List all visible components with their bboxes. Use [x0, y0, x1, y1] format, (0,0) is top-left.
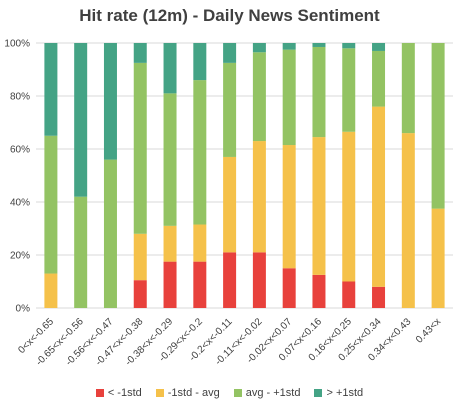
- bar-segment: [44, 273, 58, 308]
- legend-label: < -1std: [107, 387, 142, 399]
- bar-segment: [193, 43, 207, 81]
- legend: < -1std -1std - avg avg - +1std > +1std: [0, 384, 459, 402]
- legend-label: avg - +1std: [245, 387, 301, 399]
- bar-segment: [74, 196, 88, 308]
- bar-segment: [342, 43, 356, 49]
- y-tick-label: 40%: [10, 198, 30, 209]
- bar-segment: [282, 43, 296, 50]
- bars: [44, 43, 445, 308]
- y-tick-label: 0%: [16, 304, 31, 315]
- legend-swatch: [95, 389, 104, 397]
- legend-swatch: [233, 389, 242, 397]
- bar-segment: [252, 252, 266, 308]
- bar-segment: [133, 233, 147, 281]
- legend-item: > +1std: [314, 387, 363, 399]
- legend-item: -1std - avg: [155, 387, 220, 399]
- bar-segment: [103, 43, 117, 160]
- bar-segment: [312, 274, 326, 308]
- bar-segment: [44, 43, 58, 136]
- bar-segment: [223, 156, 237, 253]
- bar-segment: [103, 159, 117, 308]
- bar-segment: [282, 145, 296, 269]
- bar-segment: [431, 208, 445, 308]
- bar-segment: [282, 268, 296, 308]
- bar-segment: [372, 286, 386, 308]
- bar-segment: [342, 131, 356, 282]
- bar-segment: [133, 62, 147, 234]
- bar-segment: [372, 43, 386, 51]
- gridlines: [36, 42, 453, 309]
- bar-segment: [342, 48, 356, 132]
- y-axis-ticks: 0% 20% 40% 60% 80% 100%: [4, 39, 30, 315]
- bar-segment: [252, 43, 266, 53]
- y-tick-label: 60%: [10, 145, 30, 156]
- y-tick-label: 80%: [10, 92, 30, 103]
- bar-segment: [252, 52, 266, 142]
- bar-segment: [223, 252, 237, 308]
- bar-segment: [133, 43, 147, 63]
- bar-segment: [401, 43, 415, 134]
- y-tick-label: 100%: [4, 39, 30, 50]
- bar-segment: [163, 261, 177, 308]
- bar-segment: [312, 43, 326, 47]
- bar-segment: [282, 49, 296, 146]
- bar-segment: [223, 62, 237, 157]
- x-axis-ticks: 0<x<-0.65-0.65<x<-0.56-0.56<x<-0.47-0.47…: [16, 316, 443, 368]
- legend-swatch: [155, 389, 164, 397]
- bar-segment: [163, 43, 177, 94]
- bar-segment: [401, 133, 415, 308]
- legend-swatch: [314, 389, 323, 397]
- y-tick-label: 20%: [10, 251, 30, 262]
- bar-segment: [372, 50, 386, 107]
- legend-item: < -1std: [95, 387, 142, 399]
- bar-segment: [312, 137, 326, 275]
- bar-segment: [193, 80, 207, 225]
- bar-segment: [193, 261, 207, 308]
- legend-label: -1std - avg: [167, 387, 220, 399]
- bar-segment: [133, 280, 147, 308]
- bar-segment: [163, 93, 177, 226]
- bar-segment: [44, 135, 58, 274]
- bar-segment: [312, 46, 326, 138]
- bar-segment: [193, 224, 207, 262]
- chart-title: Hit rate (12m) - Daily News Sentiment: [79, 6, 380, 25]
- bar-segment: [372, 106, 386, 287]
- bar-segment: [163, 225, 177, 262]
- legend-label: > +1std: [326, 387, 364, 399]
- bar-segment: [431, 43, 445, 209]
- bar-segment: [342, 281, 356, 308]
- legend-item: avg - +1std: [233, 387, 301, 399]
- x-tick-label: 0.43<x: [414, 316, 443, 345]
- bar-segment: [252, 141, 266, 253]
- bar-segment: [223, 43, 237, 63]
- bar-segment: [74, 43, 88, 197]
